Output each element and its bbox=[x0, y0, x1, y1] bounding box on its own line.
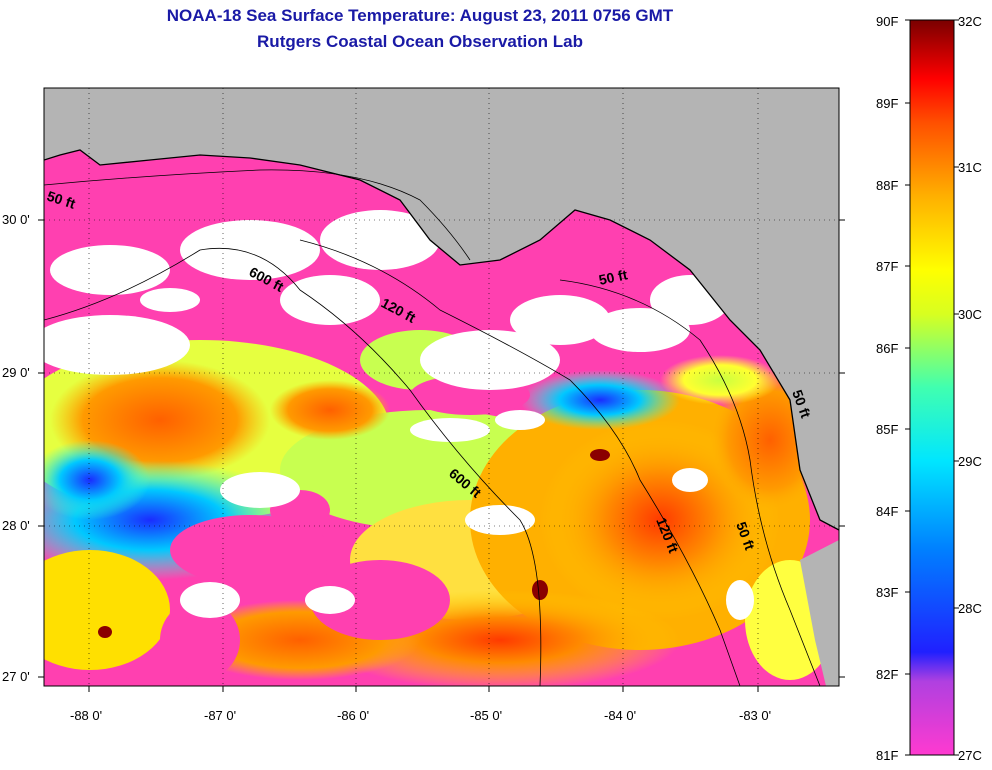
bathymetry-contours bbox=[44, 169, 821, 686]
cb-c-29: 29C bbox=[958, 454, 982, 469]
cb-f-83: 83F bbox=[876, 585, 898, 600]
map-subtitle: Rutgers Coastal Ocean Observation Lab bbox=[257, 32, 583, 51]
lon-label-87: -87 0' bbox=[204, 708, 236, 723]
cb-c-27: 27C bbox=[958, 748, 982, 763]
colorbar: 90F 89F 88F 87F 86F 85F 84F 83F 82F 81F … bbox=[876, 14, 982, 763]
lon-label-86: -86 0' bbox=[337, 708, 369, 723]
colorbar-ticks bbox=[905, 19, 959, 756]
cb-f-90: 90F bbox=[876, 14, 898, 29]
cb-f-85: 85F bbox=[876, 422, 898, 437]
cb-c-32: 32C bbox=[958, 14, 982, 29]
cb-c-31: 31C bbox=[958, 160, 982, 175]
lon-label-85: -85 0' bbox=[470, 708, 502, 723]
coastline bbox=[44, 149, 839, 531]
lat-label-27: 27 0' bbox=[2, 669, 30, 684]
cb-f-89: 89F bbox=[876, 96, 898, 111]
cb-f-86: 86F bbox=[876, 341, 898, 356]
lon-label-88: -88 0' bbox=[70, 708, 102, 723]
cb-f-81: 81F bbox=[876, 748, 898, 763]
cb-f-88: 88F bbox=[876, 178, 898, 193]
cb-c-28: 28C bbox=[958, 601, 982, 616]
colorbar-gradient bbox=[909, 19, 955, 756]
land-area bbox=[44, 88, 839, 530]
cb-f-87: 87F bbox=[876, 259, 898, 274]
contour-label-50ft-north: 50 ft bbox=[597, 266, 629, 288]
lat-label-29: 29 0' bbox=[2, 365, 30, 380]
map-panel: 50 ft 600 ft 120 ft 50 ft 50 ft 600 ft 1… bbox=[44, 88, 839, 686]
contour-50ft-north bbox=[44, 169, 471, 261]
lon-label-83: -83 0' bbox=[739, 708, 771, 723]
sst-field bbox=[44, 330, 835, 686]
cb-c-30: 30C bbox=[958, 307, 982, 322]
contour-600ft bbox=[44, 247, 542, 686]
map-frame bbox=[43, 87, 840, 687]
map-title: NOAA-18 Sea Surface Temperature: August … bbox=[166, 6, 674, 25]
lon-label-84: -84 0' bbox=[604, 708, 636, 723]
contour-50ft-east bbox=[559, 279, 821, 686]
cb-f-84: 84F bbox=[876, 504, 898, 519]
axis-ticks bbox=[38, 219, 845, 692]
cb-f-82: 82F bbox=[876, 667, 898, 682]
lat-label-28: 28 0' bbox=[2, 518, 30, 533]
lat-label-30: 30 0' bbox=[2, 212, 30, 227]
land-area-se bbox=[800, 540, 839, 686]
contour-120ft bbox=[299, 239, 741, 686]
